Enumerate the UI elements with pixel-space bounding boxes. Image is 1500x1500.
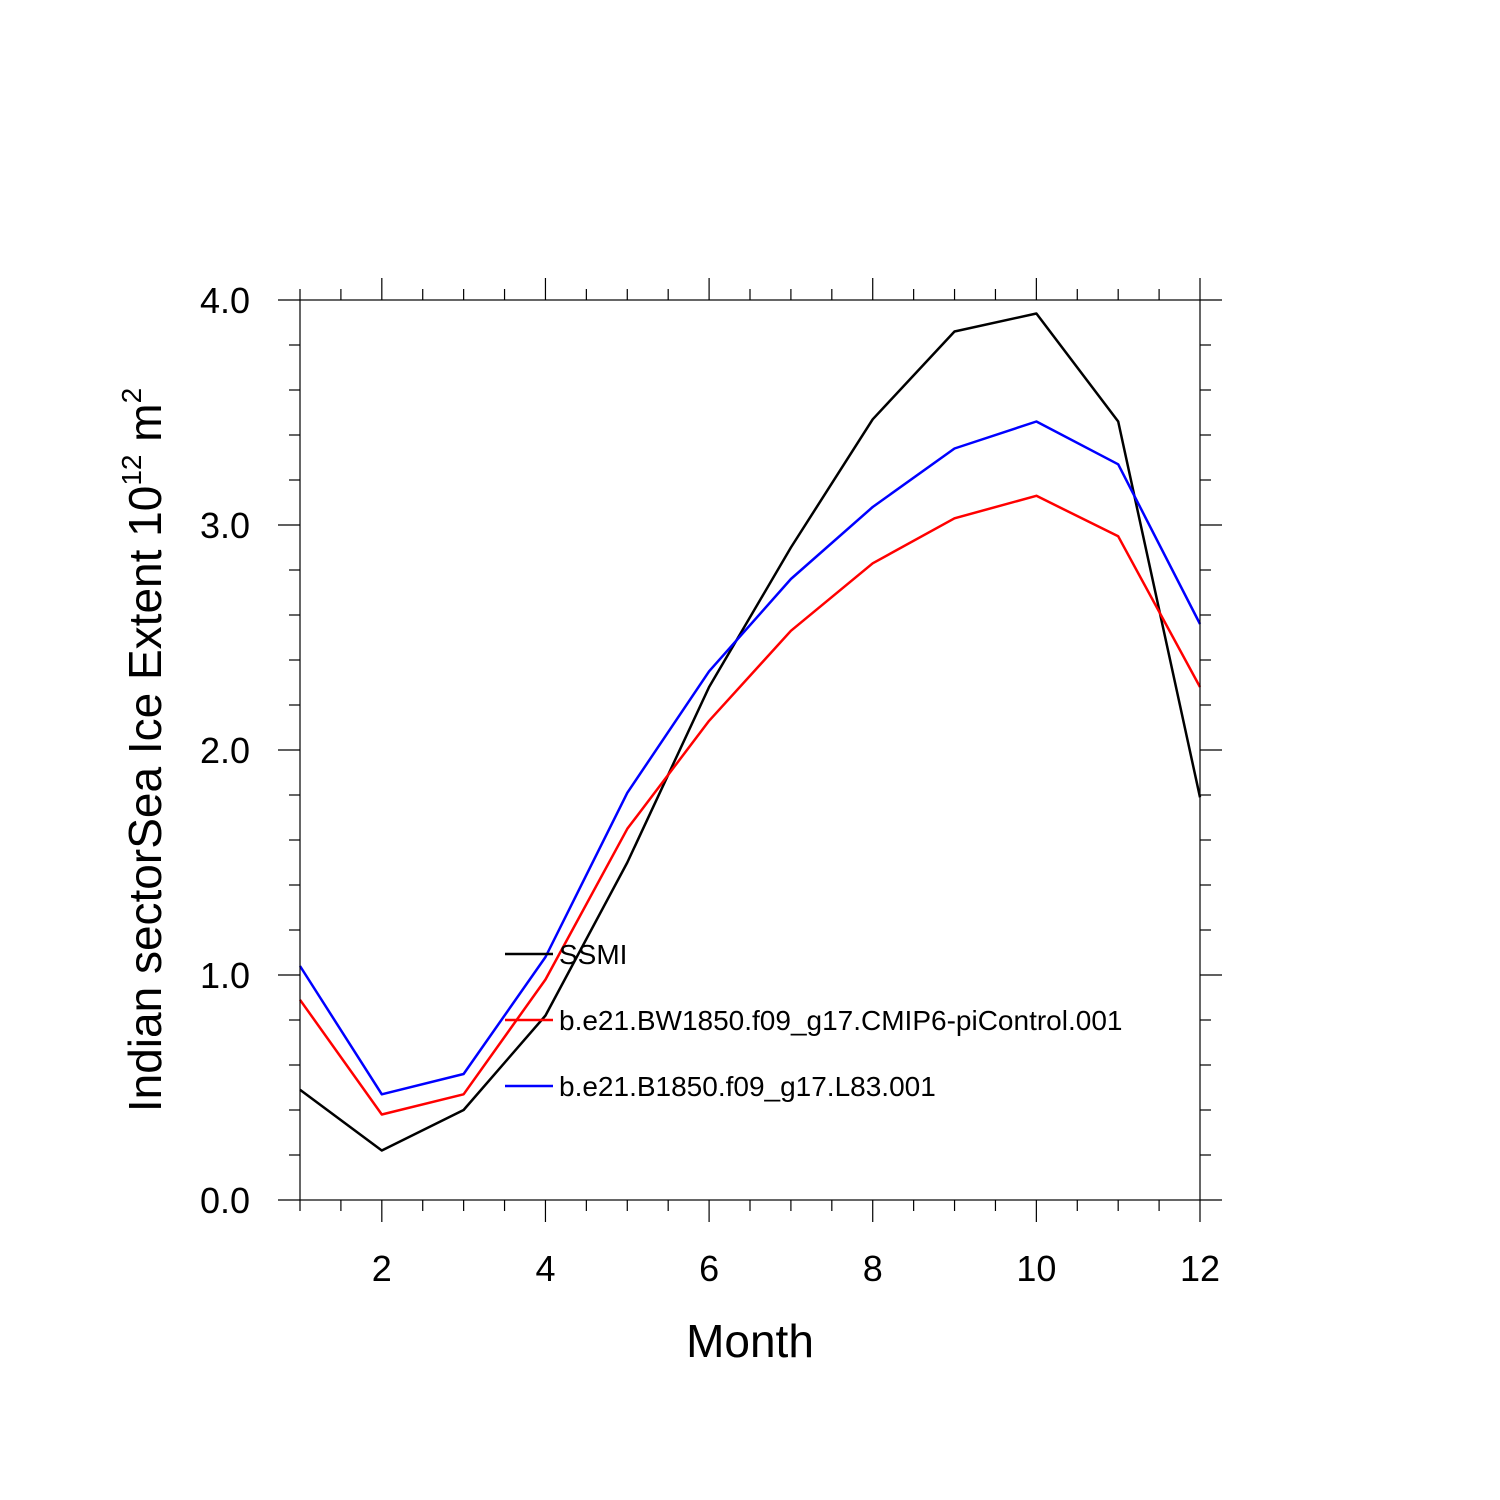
legend: SSMI b.e21.BW1850.f09_g17.CMIP6-piControl… xyxy=(505,939,1122,1102)
y-axis-title-unit: m xyxy=(119,403,171,454)
y-tick-label: 0.0 xyxy=(200,1180,250,1221)
x-tick-label: 12 xyxy=(1180,1248,1220,1289)
y-axis-title-exponent: 12 xyxy=(116,455,147,486)
tick-labels: 2 4 6 8 10 12 0.0 1.0 2.0 3.0 4.0 xyxy=(200,280,1220,1289)
x-tick-label: 2 xyxy=(372,1248,392,1289)
series-line-2 xyxy=(298,494,1202,1116)
x-tick-label: 10 xyxy=(1016,1248,1056,1289)
y-tick-label: 4.0 xyxy=(200,280,250,321)
y-tick-label: 1.0 xyxy=(200,955,250,996)
series-line-3 xyxy=(298,420,1202,1096)
legend-label-1: SSMI xyxy=(559,939,627,970)
legend-label-3: b.e21.B1850.f09_g17.L83.001 xyxy=(559,1071,936,1102)
y-axis-title-main: Indian sectorSea Ice Extent 10 xyxy=(119,486,171,1113)
y-axis-title: Indian sectorSea Ice Extent 1012 m2 xyxy=(116,388,171,1112)
y-axis-title-unit-exponent: 2 xyxy=(116,388,147,404)
series-line-1 xyxy=(299,312,1202,1152)
x-axis-title: Month xyxy=(686,1315,814,1367)
plot-frame xyxy=(299,299,1201,1201)
legend-label-2: b.e21.BW1850.f09_g17.CMIP6-piControl.001 xyxy=(559,1005,1122,1036)
series-lines xyxy=(298,312,1202,1152)
y-tick-label: 2.0 xyxy=(200,730,250,771)
axis-ticks xyxy=(278,278,1222,1222)
x-tick-label: 4 xyxy=(535,1248,555,1289)
x-tick-label: 6 xyxy=(699,1248,719,1289)
x-tick-label: 8 xyxy=(863,1248,883,1289)
y-tick-label: 3.0 xyxy=(200,505,250,546)
